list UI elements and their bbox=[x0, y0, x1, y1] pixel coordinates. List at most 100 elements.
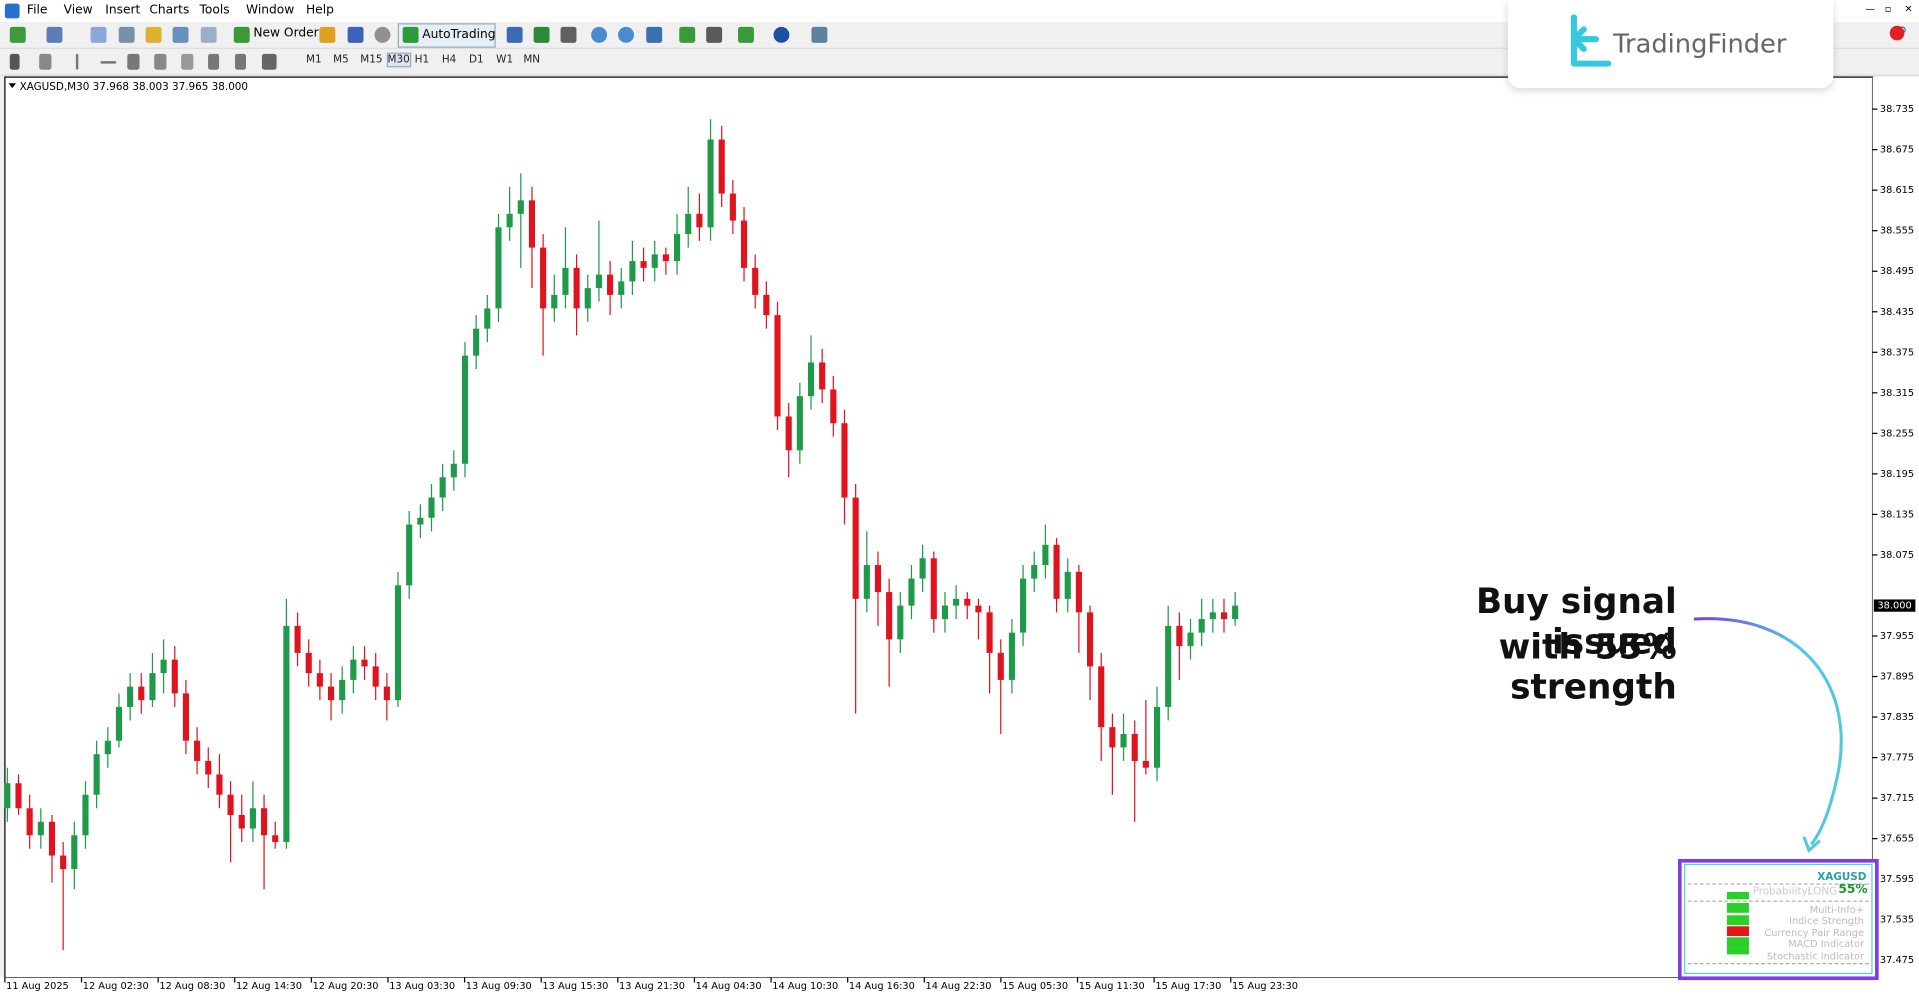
menu-item[interactable]: Tools bbox=[199, 3, 230, 18]
candle-body bbox=[216, 774, 223, 795]
status-bar bbox=[1726, 903, 1749, 913]
candle-body bbox=[674, 234, 681, 262]
icon[interactable] bbox=[679, 26, 696, 43]
icon[interactable] bbox=[234, 53, 247, 70]
timeframe-button[interactable]: M15 bbox=[360, 53, 383, 67]
candle-body bbox=[305, 652, 312, 674]
icon[interactable] bbox=[39, 53, 52, 70]
candle-body bbox=[473, 328, 480, 356]
chart: XAGUSD,M30 37.968 38.003 37.965 38.000 3… bbox=[0, 76, 1919, 996]
candle-body bbox=[104, 740, 111, 755]
menu-item[interactable]: Help bbox=[305, 3, 334, 18]
collapse-arrow[interactable] bbox=[8, 83, 16, 89]
icon[interactable] bbox=[208, 53, 220, 70]
menu-item[interactable]: Insert bbox=[105, 3, 141, 18]
icon[interactable] bbox=[75, 53, 79, 70]
candle-body bbox=[1064, 571, 1071, 599]
icon[interactable] bbox=[773, 26, 790, 43]
notification-badge[interactable] bbox=[1889, 25, 1905, 41]
icon[interactable] bbox=[100, 61, 117, 64]
y-tick-label: 38.315 bbox=[1880, 388, 1914, 399]
candle-body bbox=[316, 673, 323, 687]
timeframe-button[interactable]: H1 bbox=[414, 53, 430, 67]
candle-body bbox=[283, 625, 290, 843]
timeframe-button[interactable]: M5 bbox=[333, 53, 349, 67]
window-control[interactable]: ▫ bbox=[1884, 3, 1892, 15]
x-tick-label: 15 Aug 17:30 bbox=[1155, 981, 1221, 992]
icon[interactable] bbox=[706, 26, 723, 43]
icon[interactable] bbox=[127, 53, 140, 70]
candle-body bbox=[439, 477, 446, 498]
icon[interactable] bbox=[811, 26, 828, 43]
icon[interactable] bbox=[154, 53, 167, 70]
icon[interactable] bbox=[145, 26, 162, 43]
candle-body bbox=[562, 267, 569, 295]
candle-body bbox=[339, 679, 346, 701]
y-tick-label: 37.955 bbox=[1880, 631, 1914, 642]
candle-body bbox=[115, 706, 123, 741]
timeframe-button[interactable]: W1 bbox=[496, 53, 514, 67]
divider bbox=[1687, 962, 1869, 965]
panel-row: Multi-Info+ bbox=[1809, 904, 1864, 916]
candle-body bbox=[819, 362, 826, 390]
icon[interactable] bbox=[181, 53, 194, 70]
direction: LONG bbox=[1807, 885, 1838, 899]
icon[interactable] bbox=[591, 26, 608, 43]
icon[interactable] bbox=[9, 53, 20, 70]
window-control[interactable]: ✕ bbox=[1904, 3, 1913, 15]
icon[interactable] bbox=[46, 26, 63, 43]
x-tick-label: 12 Aug 02:30 bbox=[83, 981, 149, 992]
candle-body bbox=[205, 760, 212, 775]
candle-body bbox=[26, 808, 33, 836]
icon[interactable] bbox=[118, 26, 135, 43]
timeframe-button[interactable]: M30 bbox=[386, 52, 411, 68]
timeframe-button[interactable]: MN bbox=[523, 53, 541, 67]
icon[interactable] bbox=[560, 26, 577, 43]
candle-body bbox=[450, 463, 457, 478]
menu-item[interactable]: Charts bbox=[149, 3, 190, 18]
menu-item[interactable]: Window bbox=[246, 3, 295, 18]
icon[interactable] bbox=[533, 26, 550, 43]
candle-body bbox=[194, 740, 201, 761]
x-tick-label: 14 Aug 16:30 bbox=[849, 981, 915, 992]
candle-body bbox=[1075, 571, 1082, 613]
y-tick-label: 38.555 bbox=[1880, 226, 1914, 237]
new-order[interactable]: New Order bbox=[253, 26, 319, 41]
icon[interactable] bbox=[347, 26, 364, 43]
candle-body bbox=[752, 267, 759, 295]
icon[interactable] bbox=[9, 26, 26, 43]
candle-body bbox=[1042, 544, 1049, 566]
icon[interactable] bbox=[319, 26, 336, 43]
candle-body bbox=[138, 686, 145, 701]
autotrading-button[interactable]: AutoTrading bbox=[397, 23, 496, 48]
timeframe-button[interactable]: M1 bbox=[305, 53, 322, 67]
icon[interactable] bbox=[374, 26, 391, 43]
timeframe-button[interactable]: D1 bbox=[468, 53, 484, 67]
candle-body bbox=[953, 598, 960, 606]
candle-body bbox=[361, 659, 368, 667]
icon[interactable] bbox=[90, 26, 107, 43]
panel-symbol: XAGUSD bbox=[1817, 871, 1867, 884]
menu-item[interactable]: File bbox=[26, 3, 48, 18]
candle-body bbox=[763, 294, 770, 316]
current-price-box bbox=[1873, 599, 1916, 612]
icon[interactable] bbox=[738, 26, 754, 43]
menu-item[interactable]: View bbox=[63, 3, 93, 18]
icon[interactable] bbox=[233, 26, 250, 43]
candle-body bbox=[484, 308, 491, 329]
icon[interactable] bbox=[172, 26, 189, 43]
annotation-line: Buy signal issued bbox=[1476, 581, 1677, 662]
timeframe-button[interactable]: H4 bbox=[441, 53, 457, 67]
candle-body bbox=[662, 254, 669, 262]
x-tick-label: 13 Aug 09:30 bbox=[466, 981, 532, 992]
icon[interactable] bbox=[506, 26, 523, 43]
y-tick-label: 37.835 bbox=[1880, 712, 1914, 723]
icon[interactable] bbox=[261, 53, 277, 70]
icon[interactable] bbox=[646, 26, 663, 43]
status-bar bbox=[1726, 947, 1749, 955]
icon[interactable] bbox=[200, 26, 217, 43]
icon[interactable] bbox=[618, 26, 634, 43]
candle-body bbox=[528, 200, 536, 248]
window-control[interactable]: — bbox=[1865, 3, 1876, 15]
x-tick-label: 14 Aug 10:30 bbox=[772, 981, 838, 992]
